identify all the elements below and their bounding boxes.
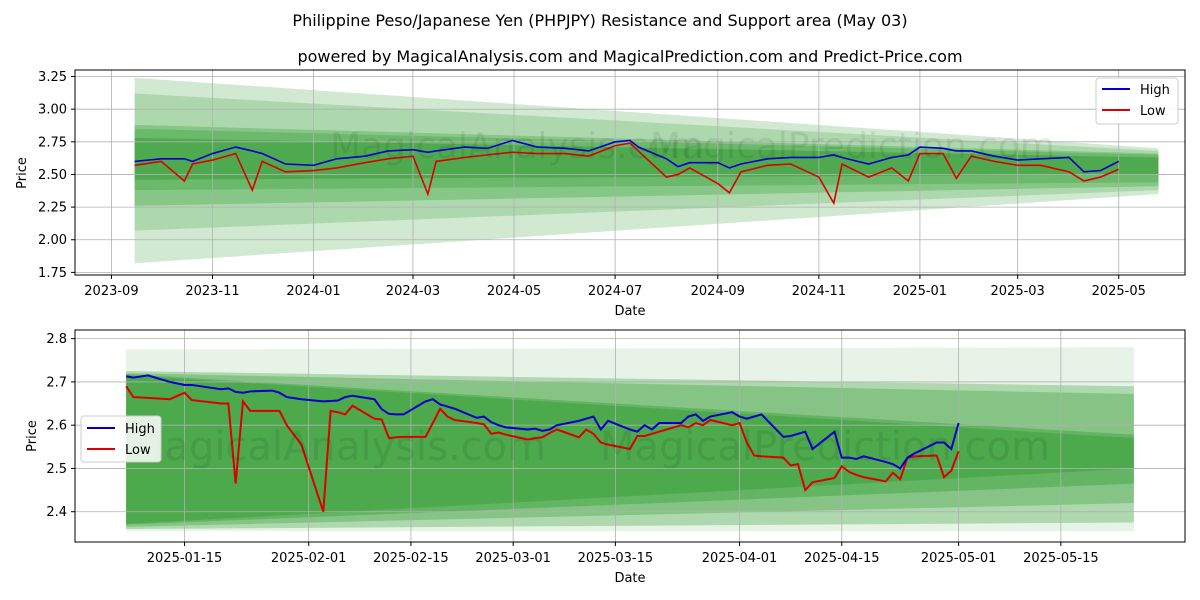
- bottom-legend-high-label: High: [125, 422, 155, 437]
- bot-x-tick-label: 2025-02-01: [271, 551, 347, 566]
- bot-y-tick-label: 2.5: [46, 462, 67, 477]
- top-legend-high-label: High: [1140, 83, 1170, 98]
- top-low-series-line: [134, 142, 1120, 206]
- top-watermark-right: MagicalPrediction.com: [650, 126, 1055, 167]
- bot-x-tick-label: 2025-02-15: [373, 551, 449, 566]
- top-y-tick-label: 3.25: [38, 70, 67, 85]
- top-x-tick-label: 2024-03: [386, 284, 440, 299]
- top-x-tick-label: 2025-05: [1092, 284, 1146, 299]
- top-y-tick-label: 2.00: [38, 233, 67, 248]
- bot-x-tick-label: 2025-03-01: [475, 551, 551, 566]
- top-band-0: [134, 77, 1159, 264]
- top-x-tick-label: 2025-01: [893, 284, 947, 299]
- bottom-grid: [75, 330, 1185, 542]
- bot-band-2: [126, 373, 1134, 527]
- top-y-axis: 1.75 2.00 2.25 2.50 2.75 3.00 3.25: [38, 70, 75, 281]
- top-x-tick-label: 2024-07: [588, 284, 642, 299]
- top-x-axis-label: Date: [614, 304, 645, 319]
- top-y-tick-label: 1.75: [38, 266, 67, 281]
- bottom-support-bands: [126, 347, 1134, 532]
- top-high-series-line: [134, 139, 1120, 173]
- bot-y-tick-label: 2.8: [46, 332, 67, 347]
- top-legend: High Low: [1095, 77, 1179, 125]
- bot-y-tick-label: 2.7: [46, 375, 67, 390]
- top-y-tick-label: 2.75: [38, 135, 67, 150]
- bottom-legend: High Low: [80, 415, 162, 463]
- top-x-tick-label: 2024-01: [286, 284, 340, 299]
- figure-title: Philippine Peso/Japanese Yen (PHPJPY) Re…: [292, 11, 907, 30]
- bottom-x-axis: 2025-01-15 2025-02-01 2025-02-15 2025-03-01…: [147, 542, 1099, 566]
- top-x-tick-label: 2024-11: [792, 284, 846, 299]
- top-x-tick-label: 2023-09: [84, 284, 138, 299]
- top-panel: MagicalAnalysis.com MagicalPrediction.co…: [15, 69, 1186, 319]
- top-plot-frame: [74, 69, 1186, 276]
- bottom-watermark-left: MagicalAnalysis.com: [130, 424, 546, 470]
- bottom-x-axis-label: Date: [614, 571, 645, 586]
- top-y-tick-label: 3.00: [38, 103, 67, 118]
- top-x-axis: 2023-09 2023-11 2024-01 2024-03 2024-05 2024-…: [84, 275, 1146, 299]
- bottom-y-axis-label: Price: [25, 420, 40, 452]
- top-band-2: [134, 124, 1159, 206]
- top-band-1: [134, 93, 1159, 231]
- bottom-y-axis: 2.4 2.5 2.6 2.7 2.8: [46, 332, 75, 520]
- top-support-bands: [134, 77, 1159, 264]
- figure-subtitle: powered by MagicalAnalysis.com and Magic…: [297, 47, 962, 66]
- bottom-low-series-line: [125, 385, 960, 513]
- bottom-plot-frame: [74, 329, 1186, 543]
- bot-y-tick-label: 2.6: [46, 419, 67, 434]
- top-grid: [75, 70, 1185, 275]
- bot-band-1: [126, 371, 1134, 530]
- top-x-tick-label: 2024-09: [691, 284, 745, 299]
- bot-x-tick-label: 2025-05-01: [921, 551, 997, 566]
- top-watermark-left: MagicalAnalysis.com: [330, 126, 704, 167]
- bottom-panel: MagicalAnalysis.com MagicalPrediction.co…: [25, 329, 1186, 586]
- top-x-tick-label: 2025-03: [991, 284, 1045, 299]
- bot-x-tick-label: 2025-04-01: [702, 551, 778, 566]
- bot-x-tick-label: 2025-03-15: [578, 551, 654, 566]
- top-y-axis-label: Price: [15, 157, 30, 189]
- top-x-tick-label: 2024-05: [487, 284, 541, 299]
- bot-y-tick-label: 2.4: [46, 505, 67, 520]
- top-y-tick-label: 2.50: [38, 168, 67, 183]
- bot-band-0: [126, 347, 1134, 532]
- bot-x-tick-label: 2025-01-15: [147, 551, 223, 566]
- bot-x-tick-label: 2025-05-15: [1023, 551, 1099, 566]
- bot-x-tick-label: 2025-04-15: [804, 551, 880, 566]
- bottom-watermark-right: MagicalPrediction.com: [600, 424, 1050, 470]
- top-legend-low-label: Low: [1140, 104, 1166, 119]
- top-y-tick-label: 2.25: [38, 201, 67, 216]
- bottom-legend-low-label: Low: [125, 443, 151, 458]
- bottom-high-series-line: [125, 374, 960, 470]
- top-x-tick-label: 2023-11: [185, 284, 239, 299]
